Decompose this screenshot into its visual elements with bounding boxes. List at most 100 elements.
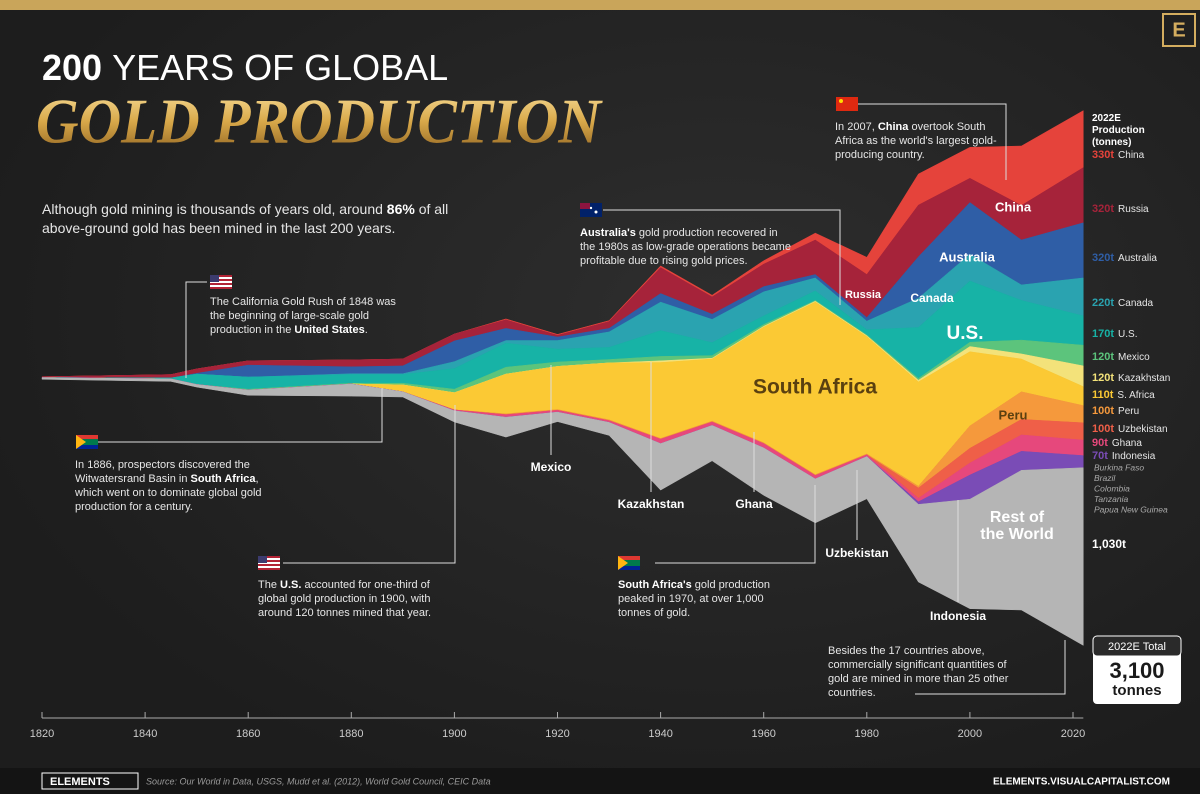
annotation-text: United States bbox=[294, 324, 365, 336]
annotation-text: . bbox=[364, 324, 368, 336]
series-label: South Africa bbox=[753, 376, 877, 399]
legend-name: Ghana bbox=[1112, 438, 1142, 449]
site: ELEMENTS.VISUALCAPITALIST.COM bbox=[993, 777, 1170, 788]
title-main: GOLD PRODUCTION bbox=[36, 86, 604, 157]
annotation-text: In 2007, bbox=[835, 121, 878, 133]
title-number: 200 bbox=[42, 47, 102, 88]
annotation-text: , which went on to dominate global gold … bbox=[75, 473, 262, 513]
annotation: In 1886, prospectors discovered the Witw… bbox=[75, 458, 275, 514]
annotation-text: gold production peaked in 1970, at over … bbox=[618, 579, 770, 619]
legend-name: Australia bbox=[1118, 253, 1157, 264]
logo-box bbox=[1162, 13, 1196, 47]
annotation-text: accounted for one-third of global gold p… bbox=[258, 579, 432, 619]
legend-value: 320t bbox=[1092, 203, 1114, 215]
legend-entry: 330t China bbox=[1092, 149, 1145, 161]
legend-entry: 220t Canada bbox=[1092, 297, 1153, 309]
x-tick-label: 1940 bbox=[648, 728, 672, 740]
legend-name: Canada bbox=[1118, 298, 1153, 309]
annotation: South Africa's gold production peaked in… bbox=[618, 578, 778, 620]
minor-label: Tanzania bbox=[1094, 494, 1128, 504]
series-label: Mexico bbox=[531, 460, 572, 474]
logo: E bbox=[1172, 19, 1185, 41]
x-tick-label: 1860 bbox=[236, 728, 260, 740]
total-amount: 3,100 bbox=[1109, 658, 1164, 683]
series-label: Russia bbox=[845, 289, 882, 301]
annotation-text: Australia's bbox=[580, 227, 636, 239]
annotation-text: The California Gold Rush of 1848 was the… bbox=[210, 296, 396, 336]
annotation: Australia's gold production recovered in… bbox=[580, 226, 795, 268]
legend-entry: 120t Kazakhstan bbox=[1092, 372, 1170, 384]
series-label: Kazakhstan bbox=[618, 497, 685, 511]
stream-area bbox=[41, 377, 1084, 646]
total-unit: tonnes bbox=[1112, 682, 1161, 699]
annotation-text: U.S. bbox=[280, 579, 302, 591]
annotation: The California Gold Rush of 1848 was the… bbox=[210, 295, 410, 337]
legend-entry: 120t Mexico bbox=[1092, 351, 1150, 363]
legend-name: Russia bbox=[1118, 204, 1149, 215]
x-tick-label: 2000 bbox=[958, 728, 982, 740]
legend-value: 330t bbox=[1092, 149, 1114, 161]
source: Source: Our World in Data, USGS, Mudd et… bbox=[146, 776, 491, 786]
series-label: Ghana bbox=[735, 497, 773, 511]
legend-value: 90t bbox=[1092, 437, 1108, 449]
legend-entry: 90t Ghana bbox=[1092, 437, 1142, 449]
legend-value: 100t bbox=[1092, 423, 1114, 435]
annotation-text: Although gold mining is thousands of yea… bbox=[42, 201, 387, 217]
series-label: Peru bbox=[999, 407, 1028, 422]
legend-name: Peru bbox=[1118, 406, 1139, 417]
legend-entry: 320t Russia bbox=[1092, 203, 1149, 215]
legend-name: Indonesia bbox=[1112, 451, 1156, 462]
legend-value: 120t bbox=[1092, 372, 1114, 384]
series-label: Canada bbox=[910, 291, 954, 305]
series-label: China bbox=[995, 199, 1032, 214]
top-bar bbox=[0, 0, 1200, 10]
legend-value: 320t bbox=[1092, 252, 1114, 264]
minor-label: Papua New Guinea bbox=[1094, 504, 1168, 514]
annotation-text: South Africa's bbox=[618, 579, 692, 591]
legend-value: 110t bbox=[1092, 389, 1114, 401]
legend-entry: 170t U.S. bbox=[1092, 328, 1137, 340]
annotation-text: The bbox=[258, 579, 281, 591]
legend-value: 100t bbox=[1092, 405, 1114, 417]
legend-value: 120t bbox=[1092, 351, 1114, 363]
x-tick-label: 1840 bbox=[133, 728, 157, 740]
minor-label: Colombia bbox=[1094, 483, 1130, 493]
legend-value: 70t bbox=[1092, 450, 1108, 462]
subtitle: Although gold mining is thousands of yea… bbox=[42, 200, 482, 238]
x-tick-label: 1900 bbox=[442, 728, 466, 740]
total-box-header bbox=[1092, 635, 1182, 657]
annotation-text: South Africa bbox=[190, 473, 256, 485]
legend-entry: 100t Peru bbox=[1092, 405, 1139, 417]
annotation-text: China bbox=[877, 121, 909, 133]
x-tick-label: 1880 bbox=[339, 728, 363, 740]
annotation-text: 86% bbox=[386, 201, 415, 217]
x-tick-label: 1920 bbox=[545, 728, 569, 740]
footer-logo-box bbox=[41, 772, 139, 790]
annotation-text: Besides the 17 countries above, commerci… bbox=[828, 645, 1009, 699]
leader-lines bbox=[98, 103, 1066, 695]
title-line1: 200 YEARS OF GLOBAL bbox=[42, 47, 448, 88]
legend-name: Uzbekistan bbox=[1118, 424, 1167, 435]
annotation: In 2007, China overtook South Africa as … bbox=[835, 120, 1010, 162]
legend-name: Kazakhstan bbox=[1118, 373, 1170, 384]
annotation: Besides the 17 countries above, commerci… bbox=[828, 644, 1018, 700]
series-label: Australia bbox=[939, 249, 995, 264]
x-tick-label: 1960 bbox=[751, 728, 775, 740]
annotation-text: gold production recovered in the 1980s a… bbox=[580, 227, 791, 267]
annotation-text: of all above-ground gold has been mined … bbox=[42, 201, 449, 236]
legend-entry: 70t Indonesia bbox=[1092, 450, 1156, 462]
x-tick-label: 2020 bbox=[1061, 728, 1085, 740]
series-label: Indonesia bbox=[930, 609, 986, 623]
legend-name: S. Africa bbox=[1117, 390, 1155, 401]
legend-entry: 1,030t bbox=[1092, 537, 1126, 551]
title-rest: YEARS OF GLOBAL bbox=[112, 47, 448, 88]
annotation-text: overtook South Africa as the world's lar… bbox=[835, 121, 997, 161]
x-tick-label: 1980 bbox=[855, 728, 879, 740]
legend-name: China bbox=[1118, 150, 1145, 161]
legend-name: U.S. bbox=[1118, 329, 1137, 340]
legend-value: 220t bbox=[1092, 297, 1114, 309]
legend-entry: 100t Uzbekistan bbox=[1092, 423, 1168, 435]
minor-label: Burkina Faso bbox=[1094, 462, 1144, 472]
